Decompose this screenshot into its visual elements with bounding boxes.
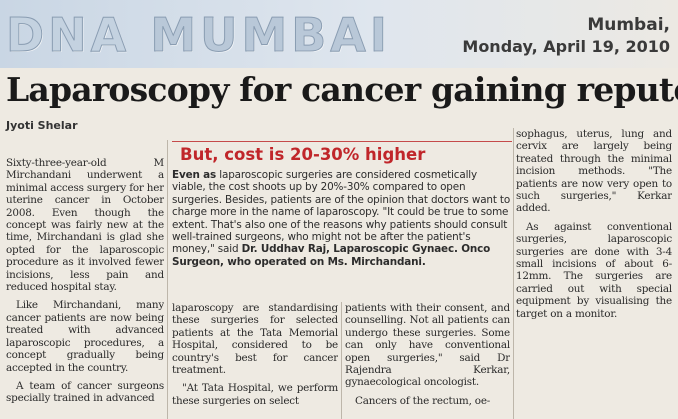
column-divider bbox=[341, 302, 342, 419]
sidebar-lead: Even as bbox=[172, 169, 217, 181]
newspaper-logo: DNA MUMBAI bbox=[5, 8, 391, 63]
article-column-2: laparoscopy are standardising these surg… bbox=[172, 302, 338, 419]
paragraph: Cancers of the rectum, oe- bbox=[355, 394, 491, 407]
paragraph: sophagus, uterus, lung and cervix are la… bbox=[516, 128, 672, 215]
column-divider bbox=[513, 128, 514, 419]
paragraph: Sixty-three-year-old M Mirchandani under… bbox=[6, 157, 164, 294]
dateline-date: Monday, April 19, 2010 bbox=[462, 37, 670, 56]
paragraph: laparoscopy are standardising these surg… bbox=[172, 302, 338, 377]
article-column-4: sophagus, uterus, lung and cervix are la… bbox=[516, 128, 672, 328]
logo-dna: DNA bbox=[5, 8, 131, 63]
column-divider bbox=[167, 140, 168, 419]
article-headline: Laparoscopy for cancer gaining repute bbox=[6, 70, 678, 109]
dateline: Mumbai, Monday, April 19, 2010 bbox=[462, 14, 670, 58]
article-byline: Jyoti Shelar bbox=[6, 119, 78, 132]
dateline-city: Mumbai, bbox=[587, 15, 670, 35]
article-column-1: Sixty-three-year-old M Mirchandani under… bbox=[6, 157, 164, 419]
sidebar-body: laparoscopic surgeries are considered co… bbox=[172, 169, 511, 256]
sub-headline: But, cost is 20-30% higher bbox=[172, 141, 512, 167]
article-column-3: patients with their consent, and counsel… bbox=[345, 302, 510, 419]
masthead: DNA MUMBAI Mumbai, Monday, April 19, 201… bbox=[0, 0, 678, 68]
logo-city: MUMBAI bbox=[150, 8, 391, 63]
paragraph: Like Mirchandani, many cancer patients a… bbox=[6, 299, 164, 374]
paragraph: A team of cancer surgeons specially trai… bbox=[6, 379, 164, 405]
paragraph: patients with their consent, and counsel… bbox=[345, 302, 510, 389]
sidebar-box: Even as laparoscopic surgeries are consi… bbox=[172, 169, 512, 297]
paragraph: "At Tata Hospital, we perform these surg… bbox=[172, 382, 338, 407]
sidebar-credit: Dr. Uddhav Raj, Laparoscopic Gynaec. Onc… bbox=[172, 243, 491, 268]
paragraph: As against conventional surgeries, lapar… bbox=[516, 220, 672, 320]
